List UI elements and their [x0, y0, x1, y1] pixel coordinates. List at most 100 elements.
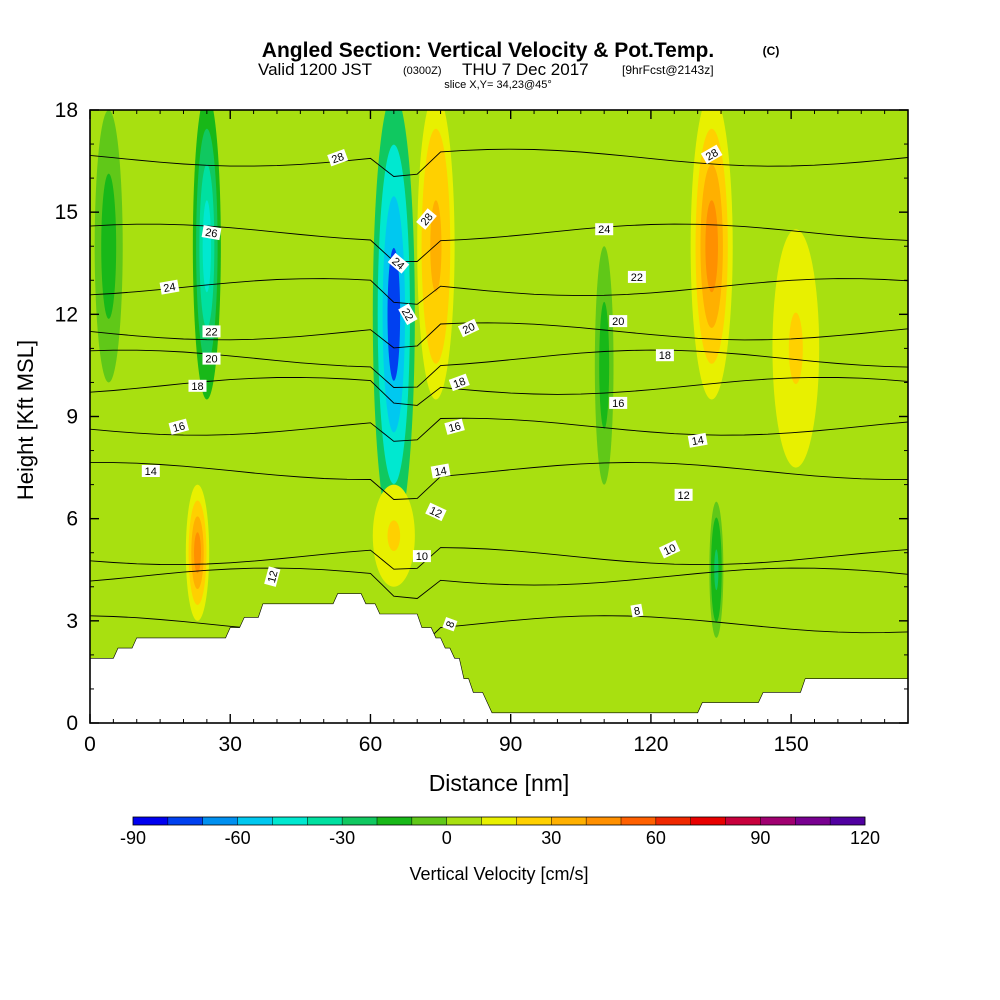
plot-area: 2826242220181614122824222018161412108282… — [90, 110, 908, 723]
contour-label-box — [141, 465, 160, 477]
contour-label-23: 18 — [655, 349, 674, 362]
theta-isoline-10 — [90, 547, 908, 570]
theta-isoline-14 — [90, 462, 908, 500]
contour-label-text: 26 — [204, 227, 218, 241]
contour-label-text: 22 — [399, 306, 416, 323]
contour-label-box — [416, 208, 437, 230]
x-tick-label: 120 — [633, 733, 668, 756]
contour-label-text: 12 — [266, 569, 281, 584]
contour-label-16: 12 — [425, 502, 447, 522]
contour-label-14: 16 — [444, 418, 465, 435]
colorbar-swatch — [621, 817, 657, 825]
contour-label-box — [387, 252, 410, 274]
contour-label-box — [658, 540, 681, 559]
contour-label-box — [202, 325, 221, 338]
colorbar-tick-label: -90 — [120, 828, 146, 848]
theta-isoline-16 — [90, 417, 908, 442]
contour-label-22: 20 — [609, 315, 628, 328]
contour-label-19: 28 — [700, 144, 723, 164]
colorbar-tick-label: -30 — [329, 828, 355, 848]
contour-label-21: 22 — [627, 270, 646, 284]
velocity-updraft-4-band-3 — [788, 312, 803, 385]
x-tick-label: 30 — [219, 733, 242, 756]
contour-label-box — [630, 603, 644, 618]
colorbar-frame — [132, 816, 866, 826]
velocity-downdraft-9-band-3 — [714, 549, 719, 591]
colorbar-swatch — [481, 817, 517, 825]
colorbar-swatch — [272, 817, 308, 825]
contour-label-box — [687, 432, 708, 448]
colorbar-swatch — [795, 817, 831, 825]
colorbar-swatch — [760, 817, 796, 825]
colorbar-tick-label: 30 — [541, 828, 561, 848]
contour-label-26: 12 — [674, 488, 693, 502]
theta-isoline-8 — [90, 615, 908, 653]
valid-prefix: Valid 1200 JST — [258, 60, 372, 79]
contour-label-box — [327, 148, 349, 167]
slice-label: slice X,Y= 34,23@45° — [444, 79, 552, 91]
contour-label-text: 18 — [191, 381, 203, 393]
x-axis: 0 30 60 90 120 150 — [84, 110, 886, 756]
chart-title-block: Angled Section: Vertical Velocity & Pot.… — [258, 39, 779, 91]
contour-label-13: 18 — [448, 373, 470, 392]
colorbar-swatch — [830, 817, 866, 825]
y-tick-label: 6 — [66, 508, 78, 531]
velocity-field — [94, 110, 820, 638]
y-tick-label: 3 — [66, 610, 78, 633]
colorbar-swatch — [133, 817, 169, 825]
contour-labels: 2826242220181614122824222018161412108282… — [141, 144, 723, 632]
theta-isoline-24 — [90, 278, 908, 305]
contour-label-box — [188, 379, 207, 392]
contour-label-text: 10 — [662, 542, 678, 558]
contour-label-box — [627, 270, 646, 283]
contour-label-18: 8 — [442, 616, 458, 632]
colorbar-tick-label: 0 — [442, 828, 452, 848]
contour-label-17: 10 — [412, 550, 431, 563]
y-axis: 0 3 6 9 12 15 18 — [55, 99, 908, 735]
theta-isoline-28 — [90, 148, 908, 177]
colorbar-swatch — [202, 817, 238, 825]
contour-label-text: 16 — [447, 420, 462, 435]
colorbar-swatch — [237, 817, 273, 825]
contour-label-3: 22 — [202, 325, 221, 338]
contour-label-text: 8 — [633, 605, 641, 618]
contour-label-4: 20 — [202, 352, 221, 366]
theta-isoline-26 — [90, 223, 908, 262]
contour-label-box — [457, 318, 480, 338]
contour-label-text: 22 — [631, 272, 643, 284]
x-tick-label: 60 — [359, 733, 382, 756]
contour-label-text: 18 — [659, 350, 671, 362]
contour-label-text: 28 — [330, 151, 346, 166]
contour-label-text: 24 — [163, 281, 177, 295]
theta-isoline-18 — [90, 376, 908, 406]
colorbar-swatch — [551, 817, 587, 825]
y-tick-label: 15 — [55, 201, 78, 224]
y-axis-label: Height [Kft MSL] — [13, 340, 38, 500]
contour-label-text: 22 — [205, 326, 217, 338]
colorbar-swatch — [655, 817, 692, 825]
terrain-mask — [90, 593, 908, 723]
contour-label-box — [202, 352, 221, 365]
colorbar-swatch — [446, 817, 482, 825]
contour-label-text: 8 — [444, 620, 457, 630]
contour-label-box — [201, 225, 222, 241]
contour-label-box — [168, 418, 190, 435]
contour-label-25: 14 — [687, 432, 708, 448]
colorbar-swatch — [167, 817, 204, 825]
y-tick-label: 18 — [55, 99, 78, 122]
colorbar-swatch — [586, 817, 622, 825]
velocity-downdraft-8-band-3 — [104, 205, 113, 288]
contour-label-box — [425, 502, 447, 522]
velocity-updraft-2-band-3 — [430, 200, 442, 293]
forecast-tag: [9hrFcst@2143z] — [622, 63, 714, 77]
contour-label-text: 16 — [612, 398, 624, 410]
contour-label-box — [609, 315, 628, 328]
contour-label-1: 26 — [201, 225, 222, 241]
contour-label-text: 28 — [704, 147, 721, 164]
contour-label-box — [398, 303, 418, 326]
colorbar: -90 -60 -30 0 30 60 90 120 — [120, 816, 880, 848]
contour-label-box — [609, 396, 628, 409]
colorbar-tick-label: 60 — [646, 828, 666, 848]
colorbar-swatch — [690, 817, 726, 825]
